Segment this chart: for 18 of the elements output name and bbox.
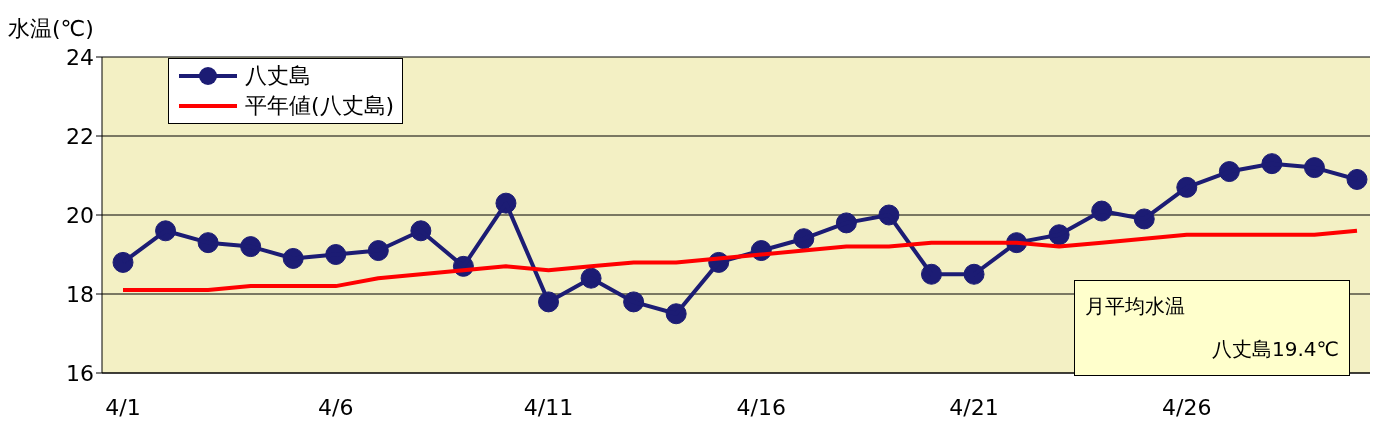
y-axis-title: 水温(℃) — [8, 15, 94, 43]
x-tick-label: 4/1 — [105, 394, 141, 420]
x-tick-label: 4/11 — [523, 394, 574, 420]
x-tick-label: 4/26 — [1162, 394, 1212, 420]
annotation: 八丈島19.4℃ — [1211, 336, 1339, 363]
y-tick-label: 24 — [66, 44, 94, 70]
y-tick-label: 22 — [66, 123, 94, 149]
legend-label: 八丈島 — [245, 62, 311, 90]
y-tick-label: 20 — [66, 202, 94, 228]
legend-label: 平年値(八丈島) — [245, 92, 395, 120]
x-tick-label: 4/16 — [736, 394, 786, 420]
annotation: 月平均水温 — [1085, 293, 1186, 320]
x-tick-label: 4/21 — [949, 394, 999, 420]
x-tick-label: 4/6 — [318, 394, 354, 420]
point — [1346, 168, 1368, 190]
point — [112, 251, 134, 273]
y-tick-label: 18 — [66, 281, 94, 307]
y-tick-label: 16 — [66, 360, 94, 386]
